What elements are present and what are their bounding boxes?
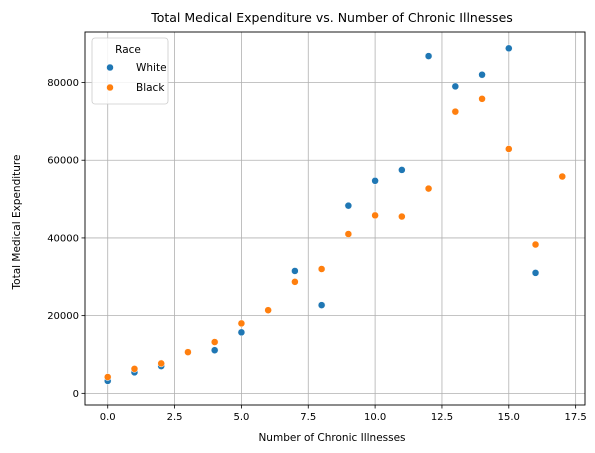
y-tick-label: 40000 [47,233,79,244]
series-white [104,45,539,385]
legend-marker [107,64,114,71]
data-point [211,339,218,346]
x-tick-label: 17.5 [565,412,587,423]
data-point [532,269,539,276]
data-point [265,307,272,314]
x-tick-label: 0.0 [100,412,116,423]
data-point [532,241,539,248]
data-point [505,145,512,152]
y-axis-ticks: 0 20000 40000 60000 80000 [47,78,85,400]
x-tick-label: 10.0 [364,412,386,423]
x-tick-label: 7.5 [300,412,316,423]
data-point [398,213,405,220]
data-point [131,365,138,372]
legend-label: Black [136,82,165,94]
data-point [318,302,325,309]
data-point [372,212,379,219]
data-point [211,347,218,354]
x-tick-label: 15.0 [498,412,520,423]
y-axis-label: Total Medical Expenditure [11,155,23,291]
data-point [291,267,298,274]
data-point [505,45,512,52]
data-point [291,278,298,285]
x-tick-label: 12.5 [431,412,453,423]
legend: Race White Black [92,38,168,104]
legend-marker [107,84,114,91]
data-point [559,173,566,180]
data-point [425,185,432,192]
x-tick-label: 2.5 [167,412,183,423]
data-point [345,202,352,209]
y-tick-label: 80000 [47,78,79,89]
x-axis-ticks: 0.0 2.5 5.0 7.5 10.0 12.5 15.0 17.5 [100,405,587,423]
data-point [104,374,111,381]
data-point [479,95,486,102]
data-point [238,320,245,327]
data-point [452,108,459,115]
data-point [398,166,405,173]
data-point [184,349,191,356]
data-point [158,360,165,367]
data-point [425,53,432,60]
data-point [345,231,352,238]
data-point [372,177,379,184]
legend-label: White [136,62,167,74]
y-tick-label: 60000 [47,156,79,167]
data-point [238,329,245,336]
data-point [318,266,325,273]
y-tick-label: 0 [73,389,79,400]
data-points [104,45,566,385]
y-tick-label: 20000 [47,311,79,322]
x-axis-label: Number of Chronic Illnesses [258,432,405,444]
data-point [479,71,486,78]
chart-title: Total Medical Expenditure vs. Number of … [150,10,513,25]
legend-title: Race [115,44,141,56]
x-tick-label: 5.0 [233,412,249,423]
data-point [452,83,459,90]
